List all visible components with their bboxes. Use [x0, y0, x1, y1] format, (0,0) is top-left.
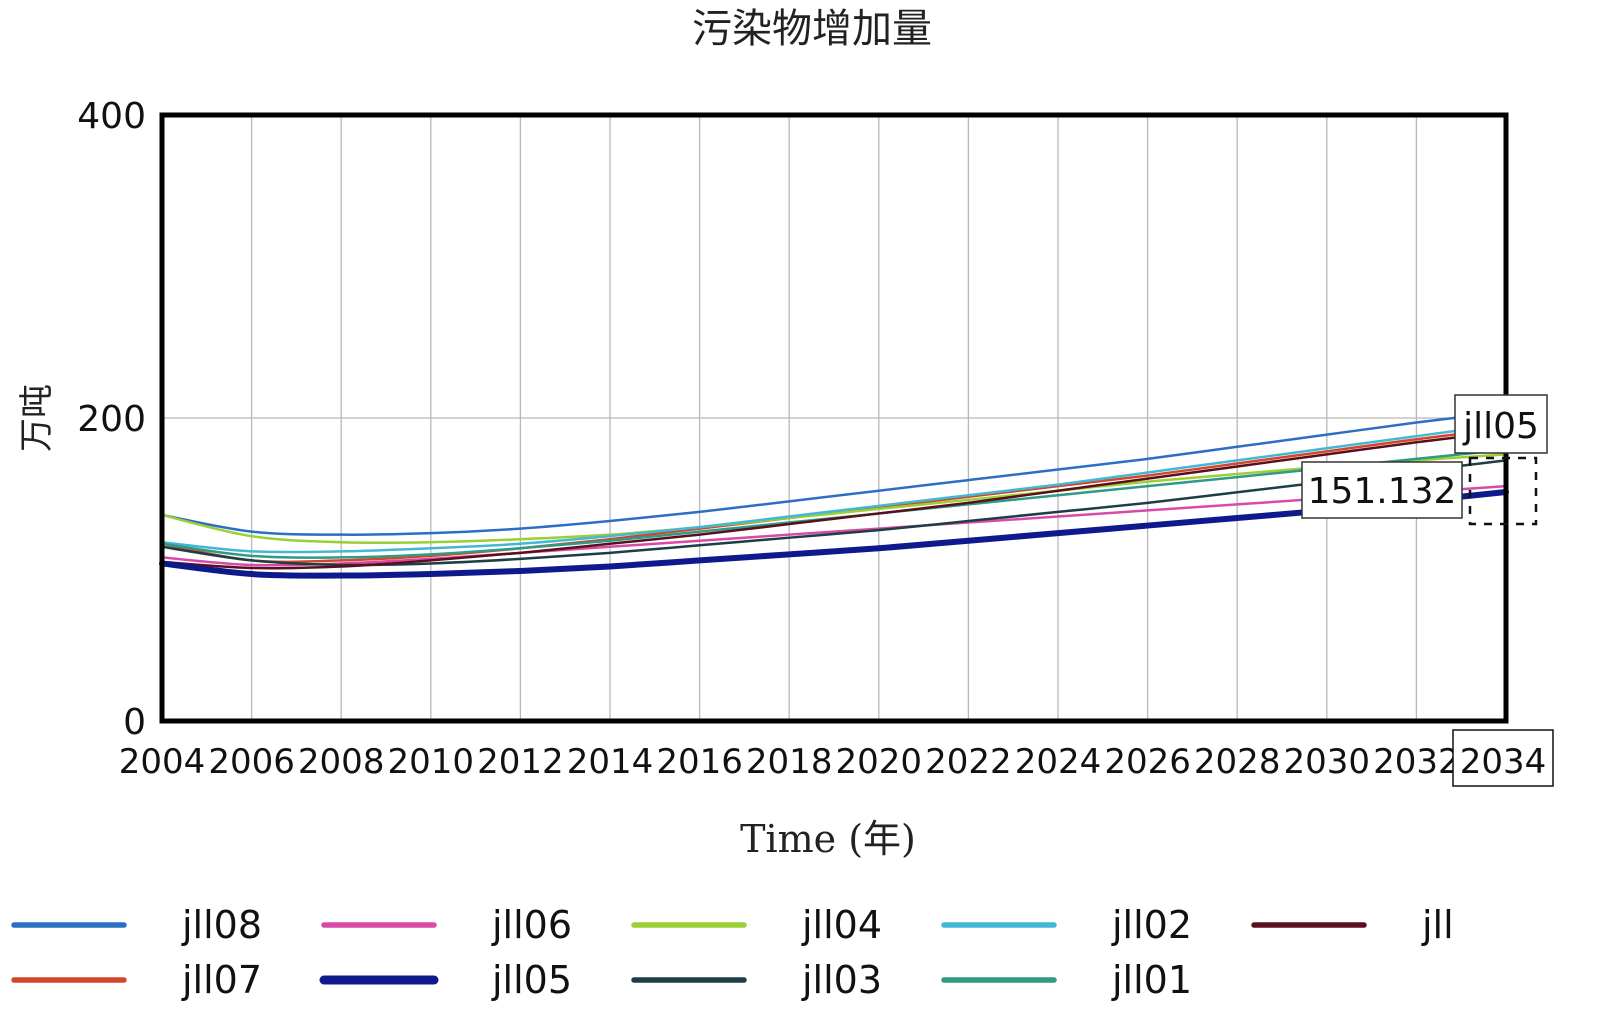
- x-tick-label: 2020: [836, 742, 923, 782]
- legend-label-jll: jll: [1421, 903, 1454, 947]
- series-line-jll08: [160, 410, 1508, 536]
- x-cursor-label-box: [1452, 729, 1554, 787]
- legend-label-jll03: jll03: [801, 958, 882, 1002]
- legend-label-jll06: jll06: [491, 903, 572, 947]
- legend-label-jll02: jll02: [1111, 903, 1192, 947]
- series-line-jll05: [159, 489, 1509, 579]
- x-tick-label: 2022: [925, 742, 1012, 782]
- x-tick-label: 2032: [1373, 742, 1460, 782]
- grid: [161, 115, 1507, 721]
- x-tick-label: 2018: [746, 742, 833, 782]
- x-tick-label: 2006: [208, 742, 295, 782]
- y-tick-labels: 0 200 400: [77, 96, 146, 743]
- series-label-box: [1454, 394, 1548, 454]
- x-tick-label: 2026: [1104, 742, 1191, 782]
- legend-label-jll08: jll08: [181, 903, 262, 947]
- legend-label-jll05: jll05: [491, 958, 572, 1002]
- legend-label-jll07: jll07: [181, 958, 262, 1002]
- legend-label-jll04: jll04: [801, 903, 882, 947]
- x-axis-label: Time (年): [740, 817, 916, 861]
- x-tick-label: 2016: [656, 742, 743, 782]
- y-axis-label: 万吨: [17, 384, 57, 452]
- value-label-box: [1301, 461, 1463, 519]
- x-cursor-label: 2034: [1460, 742, 1547, 782]
- x-tick-label: 2010: [388, 742, 475, 782]
- x-tick-label: 2008: [298, 742, 385, 782]
- legend-label-jll01: jll01: [1111, 958, 1192, 1002]
- x-tick-label: 2014: [567, 742, 654, 782]
- y-tick-label: 0: [123, 702, 146, 743]
- series-label: jll05: [1462, 406, 1539, 447]
- x-tick-label: 2024: [1015, 742, 1102, 782]
- cursor-marker: [1468, 456, 1538, 526]
- x-tick-label: 2030: [1284, 742, 1371, 782]
- value-label: 151.132: [1308, 471, 1457, 512]
- x-tick-label: 2028: [1194, 742, 1281, 782]
- series-line-jll: [160, 430, 1508, 570]
- x-tick-label: 2012: [477, 742, 564, 782]
- x-tick-labels: 2004 2006 2008 2010 2012 2014 2016 2018 2020 2022…: [119, 742, 1460, 782]
- series-line-jll04: [160, 453, 1508, 545]
- x-tick-label: 2004: [119, 742, 206, 782]
- series-layer: [159, 410, 1509, 579]
- chart-title: 污染物增加量: [692, 6, 932, 52]
- series-line-jll06: [160, 484, 1508, 567]
- series-line-jll02: [160, 422, 1508, 554]
- y-tick-label: 200: [77, 399, 146, 440]
- y-tick-label: 400: [77, 96, 146, 137]
- legend: jll08 jll06 jll04 jll02 jll jll07 jll05 jll03 jl…: [11, 903, 1454, 1002]
